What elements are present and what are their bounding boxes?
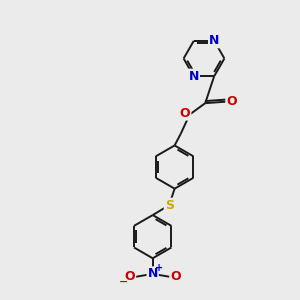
Text: O: O [180,106,190,120]
Text: O: O [226,95,237,108]
Text: O: O [124,270,135,284]
Text: S: S [165,199,174,212]
Text: −: − [119,277,129,287]
Text: O: O [170,270,181,284]
Text: +: + [155,263,164,273]
Text: N: N [209,34,219,47]
Text: N: N [189,70,199,83]
Text: N: N [148,267,158,280]
